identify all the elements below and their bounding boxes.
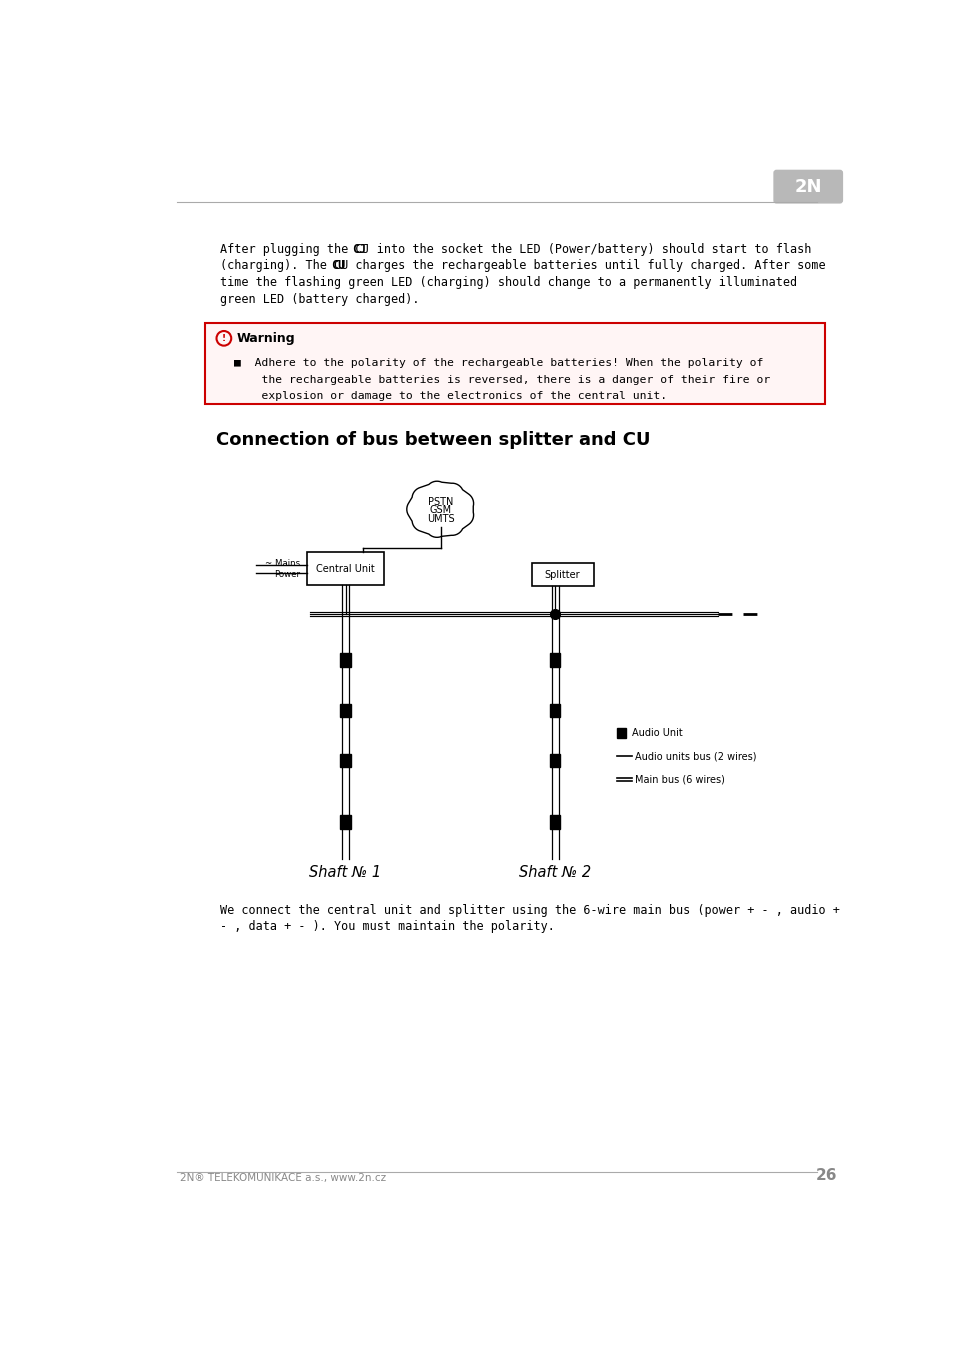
Text: Warning: Warning: [236, 332, 295, 344]
Text: After plugging the CJ into the socket the LED (Power/battery) should start to fl: After plugging the CJ into the socket th…: [220, 243, 810, 256]
Text: the rechargeable batteries is reversed, there is a danger of their fire or: the rechargeable batteries is reversed, …: [233, 375, 769, 385]
Text: Audio Unit: Audio Unit: [632, 729, 682, 738]
Text: 26: 26: [815, 1168, 836, 1183]
Text: Connection of bus between splitter and CU: Connection of bus between splitter and C…: [216, 431, 650, 448]
Text: We connect the central unit and splitter using the 6-wire main bus (power + - , : We connect the central unit and splitter…: [220, 903, 839, 917]
Text: CU: CU: [331, 259, 345, 273]
Text: explosion or damage to the electronics of the central unit.: explosion or damage to the electronics o…: [233, 392, 666, 401]
Text: time the flashing green LED (charging) should change to a permanently illuminate: time the flashing green LED (charging) s…: [220, 275, 797, 289]
Text: Central Unit: Central Unit: [315, 563, 375, 574]
Bar: [204, 323, 823, 404]
Polygon shape: [406, 481, 473, 537]
Text: ■  Adhere to the polarity of the rechargeable batteries! When the polarity of: ■ Adhere to the polarity of the recharge…: [233, 358, 762, 369]
Text: Shaft № 1: Shaft № 1: [309, 865, 381, 880]
Bar: [617, 728, 625, 738]
Bar: [549, 753, 559, 767]
Text: 2N: 2N: [794, 178, 821, 196]
Text: Splitter: Splitter: [544, 570, 579, 579]
Bar: [340, 703, 351, 717]
Bar: [549, 653, 559, 667]
Bar: [307, 552, 384, 585]
Text: (charging). The CU charges the rechargeable batteries until fully charged. After: (charging). The CU charges the rechargea…: [220, 259, 824, 273]
Bar: [340, 753, 351, 767]
Text: Power: Power: [274, 570, 300, 579]
Text: - , data + - ). You must maintain the polarity.: - , data + - ). You must maintain the po…: [220, 921, 555, 933]
FancyBboxPatch shape: [773, 170, 842, 204]
Bar: [340, 653, 351, 667]
Text: ~ Mains: ~ Mains: [265, 559, 300, 568]
Text: Shaft № 2: Shaft № 2: [518, 865, 591, 880]
Bar: [549, 815, 559, 829]
Text: UMTS: UMTS: [427, 514, 455, 524]
Bar: [549, 703, 559, 717]
Text: GSM: GSM: [430, 505, 452, 516]
Bar: [340, 815, 351, 829]
Text: CJ: CJ: [352, 243, 366, 256]
Text: 2N® TELEKOMUNIKACE a.s., www.2n.cz: 2N® TELEKOMUNIKACE a.s., www.2n.cz: [179, 1173, 385, 1183]
Text: PSTN: PSTN: [428, 497, 453, 506]
Text: !: !: [222, 333, 226, 343]
Bar: [531, 563, 593, 586]
Text: green LED (battery charged).: green LED (battery charged).: [220, 293, 419, 305]
Text: Main bus (6 wires): Main bus (6 wires): [635, 775, 724, 784]
Text: Audio units bus (2 wires): Audio units bus (2 wires): [635, 752, 756, 761]
